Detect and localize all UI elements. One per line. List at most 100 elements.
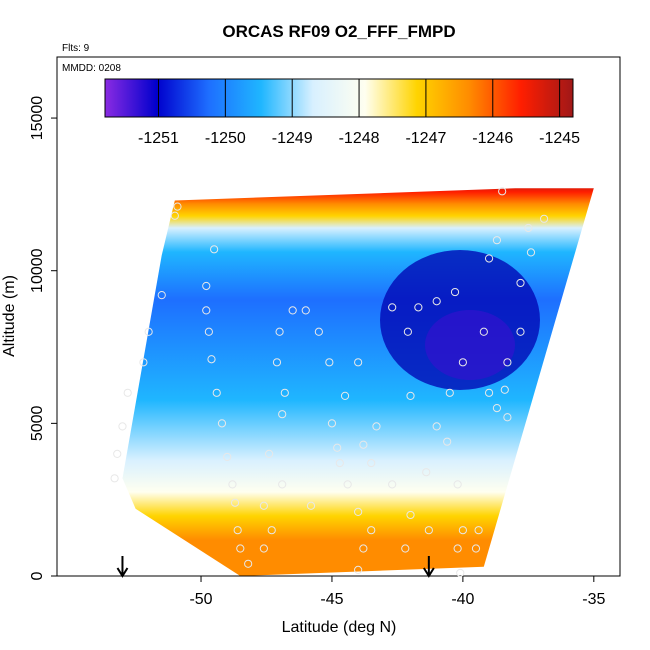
sample-point <box>492 236 502 245</box>
sample-point <box>267 526 276 535</box>
sample-point <box>354 507 363 516</box>
sample-point <box>432 297 441 306</box>
sample-point <box>498 187 507 196</box>
sample-point <box>139 358 148 367</box>
sample-point <box>272 358 282 367</box>
sample-point <box>500 385 509 394</box>
sample-point <box>306 501 316 510</box>
x-axis-label: Latitude (deg N) <box>282 619 397 636</box>
sample-point <box>327 419 337 428</box>
flights-label: Flts: 9 <box>62 43 90 54</box>
sample-point <box>340 391 350 400</box>
sample-point <box>113 449 122 458</box>
sample-point <box>244 559 253 568</box>
y-tick-label: 0 <box>29 571 46 580</box>
sample-point <box>372 422 381 431</box>
sample-point <box>456 568 465 578</box>
sample-point <box>110 474 119 483</box>
sample-point <box>259 501 268 510</box>
sample-point <box>230 498 240 507</box>
sample-point <box>432 422 441 431</box>
sample-point <box>422 468 431 477</box>
sample-point <box>503 413 512 422</box>
sample-point <box>335 458 344 468</box>
y-axis: 0 5000 10000 15000 <box>29 96 57 580</box>
sample-point <box>173 202 182 211</box>
sample-point <box>204 327 213 336</box>
sample-point <box>453 480 462 489</box>
sample-point <box>170 211 179 220</box>
sample-point <box>118 422 127 431</box>
sample-point <box>388 480 397 489</box>
sample-point <box>474 526 483 535</box>
sample-point <box>301 306 310 315</box>
sample-point <box>479 327 488 336</box>
sample-point <box>278 410 287 419</box>
colorbar-tick-label: -1249 <box>272 130 313 147</box>
sample-point <box>212 388 221 397</box>
sample-point <box>236 544 245 553</box>
sample-point <box>445 388 454 397</box>
y-tick-label: 10000 <box>29 248 46 293</box>
sample-point <box>217 419 227 428</box>
colorbar-tick-label: -1245 <box>539 130 580 147</box>
sample-point <box>144 327 153 336</box>
x-axis: -50 -45 -40 -35 <box>189 576 605 608</box>
sample-point <box>406 391 415 400</box>
y-axis-label: Altitude (m) <box>1 275 18 357</box>
sample-point <box>333 443 342 452</box>
y-tick-label: 15000 <box>29 96 46 141</box>
colorbar-tick-label: -1248 <box>339 130 380 147</box>
sample-point <box>343 480 352 489</box>
sample-point <box>288 306 297 315</box>
sample-point <box>453 544 462 553</box>
sample-point <box>354 565 363 574</box>
sample-point <box>401 544 410 553</box>
sample-point <box>280 388 289 397</box>
sample-point <box>325 358 334 367</box>
sample-point <box>157 291 166 300</box>
chart-title: ORCAS RF09 O2_FFF_FMPD <box>222 22 455 41</box>
x-tick-label: -45 <box>320 591 343 608</box>
sample-point <box>359 440 368 449</box>
colorbar-tick-label: -1247 <box>405 130 446 147</box>
sample-point <box>388 303 397 312</box>
sample-point <box>123 388 132 397</box>
sample-point <box>202 281 211 291</box>
sample-point <box>424 526 433 535</box>
sample-points <box>110 187 549 578</box>
sample-point <box>275 327 284 336</box>
sample-point <box>458 526 467 535</box>
sample-point <box>484 388 494 397</box>
sample-point <box>265 449 274 458</box>
colorbar: -1251 -1250 -1249 -1248 -1247 -1246 -1245 <box>104 78 580 147</box>
x-tick-label: -50 <box>189 591 212 608</box>
sample-point <box>207 355 216 364</box>
sample-point <box>484 254 494 263</box>
sample-point <box>414 303 423 312</box>
sample-point <box>278 480 287 489</box>
sample-point <box>526 248 536 257</box>
sample-point <box>367 458 376 468</box>
heatmap-low-core-inner <box>425 310 515 380</box>
sample-point <box>471 544 481 553</box>
plot-frame <box>56 56 621 577</box>
sample-point <box>210 245 219 254</box>
flight-arrow <box>116 556 129 578</box>
sample-point <box>403 327 412 336</box>
y-tick-label: 5000 <box>29 405 46 441</box>
colorbar-tick-label: -1250 <box>205 130 246 147</box>
sample-point <box>223 452 232 462</box>
colorbar-tick-label: -1251 <box>138 130 179 147</box>
colorbar-ramp <box>104 78 574 118</box>
sample-point <box>450 287 460 297</box>
sample-point <box>406 510 415 520</box>
sample-point <box>516 327 525 336</box>
sample-point <box>359 544 368 553</box>
sample-point <box>228 480 237 489</box>
colorbar-tick-label: -1246 <box>472 130 513 147</box>
arrows <box>116 556 435 578</box>
sample-point <box>202 306 211 315</box>
date-label: MMDD: 0208 <box>62 63 121 74</box>
sample-point <box>354 358 363 367</box>
